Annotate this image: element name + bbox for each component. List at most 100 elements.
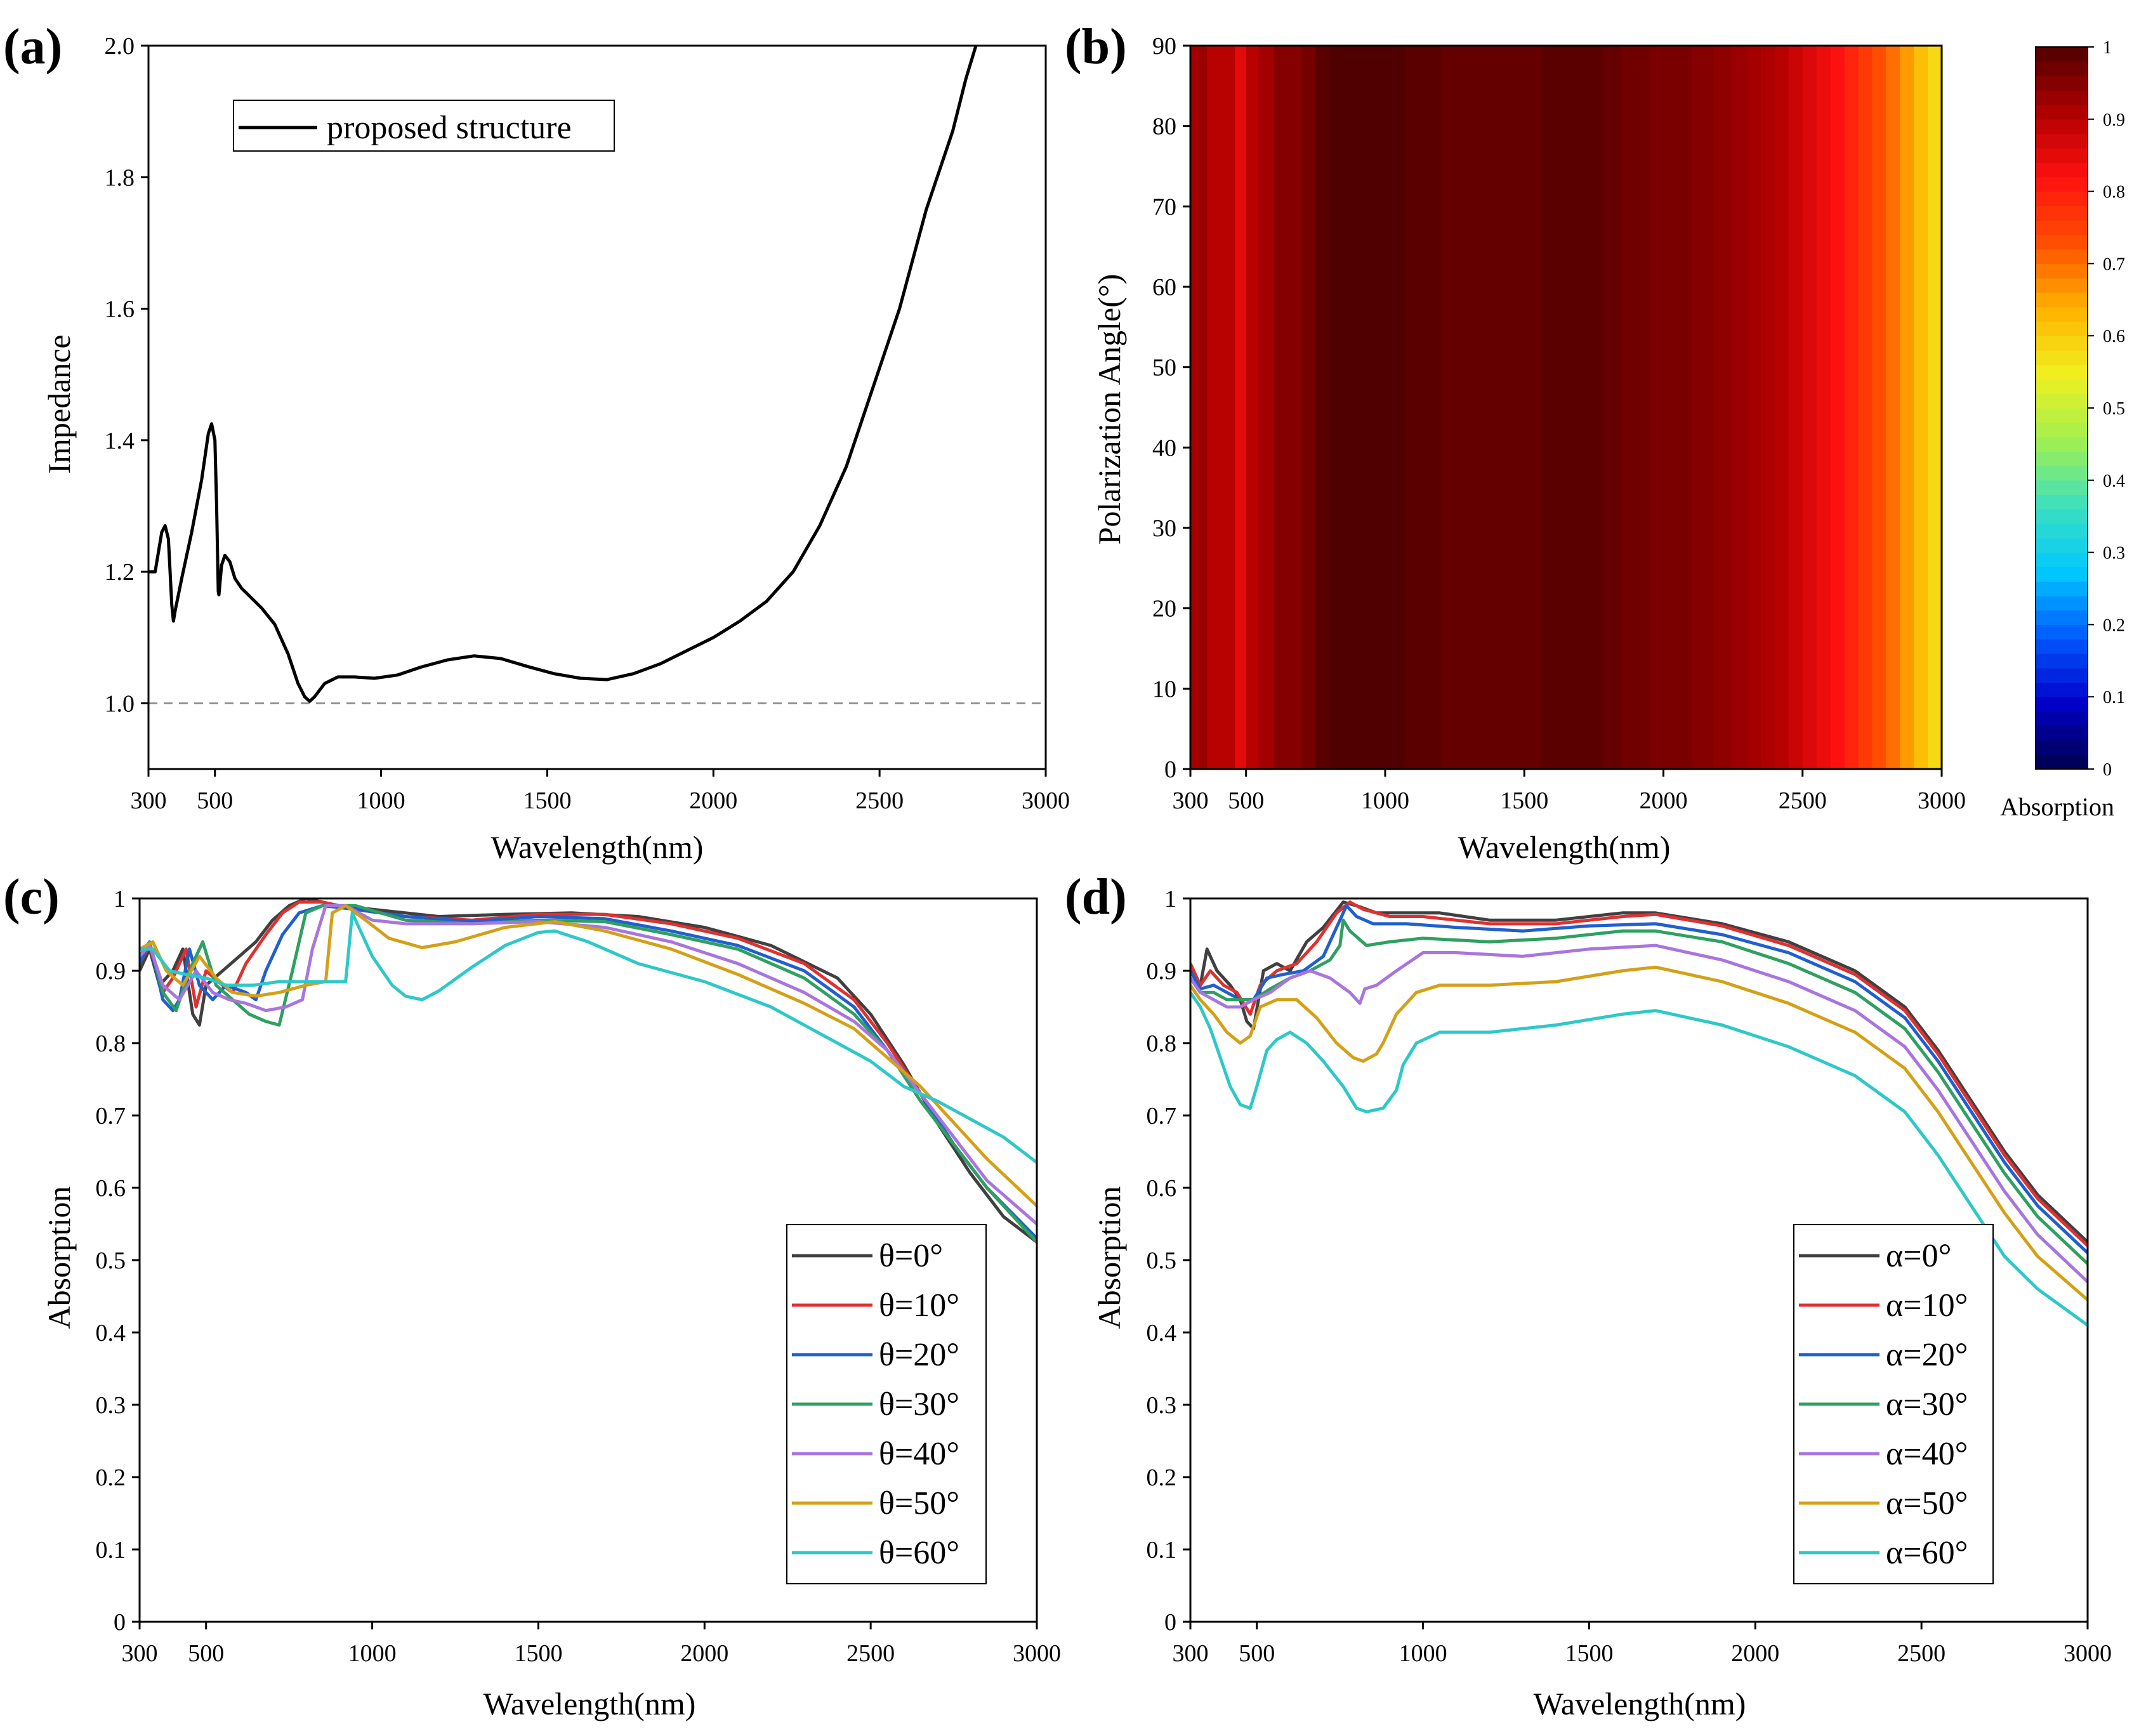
panel-b-colorbar-tick-label: 0.1 (2103, 688, 2125, 707)
panel-d-y-tick-label: 0.6 (1147, 1175, 1177, 1202)
panel-b-colorbar-title: Absorption (2000, 792, 2114, 821)
panel-d-legend-label: α=40° (1886, 1436, 1968, 1472)
panel-d-legend-label: α=50° (1886, 1485, 1968, 1522)
panel-c-legend-label: θ=50° (879, 1485, 959, 1522)
panel-b-polarization-heatmap: 300 500 1000 1500 2000 2500 300001020304050607… (1091, 33, 2125, 865)
panel-b-colorbar-segment (2036, 76, 2088, 91)
panel-b-colorbar-segment (2036, 105, 2088, 120)
panel-a-y-tick-label: 1.6 (105, 296, 135, 323)
panel-b-colorbar-tick-label: 0.9 (2103, 110, 2125, 130)
panel-c-legend-label: θ=10° (879, 1287, 959, 1324)
panel-d-x-tick-label: 3000 (2064, 1640, 2112, 1667)
panel-d-series-line-3 (1190, 918, 2088, 1265)
panel-b-colorbar-segment (2036, 292, 2088, 308)
panel-label-d: (d) (1065, 869, 1127, 925)
panel-b-colorbar-segment (2036, 206, 2088, 221)
panel-b-heatmap-cell (1235, 46, 1247, 769)
panel-b-colorbar-segment (2036, 754, 2088, 770)
panel-b-colorbar-segment (2036, 191, 2088, 206)
panel-b-colorbar-segment (2036, 90, 2088, 105)
panel-b-y-tick-label: 40 (1152, 435, 1176, 461)
panel-a-y-axis-title: Impedance (41, 334, 77, 473)
panel-d-y-tick-label: 0.8 (1147, 1030, 1177, 1057)
panel-b-x-tick-label: 1000 (1361, 787, 1409, 814)
panel-a-x-tick-label: 2000 (689, 787, 737, 814)
panel-a-series-line-0 (148, 46, 978, 703)
panel-b-colorbar-segment (2036, 321, 2088, 336)
panel-b-colorbar-segment (2036, 220, 2088, 235)
panel-d-x-tick-label: 2500 (1897, 1640, 1945, 1667)
panel-b-heatmap-cell (1227, 46, 1235, 769)
panel-d-y-tick-label: 0.1 (1147, 1537, 1177, 1563)
panel-b-heatmap-cell (1788, 46, 1803, 769)
panel-b-colorbar-segment (2036, 336, 2088, 351)
panel-c-y-axis-title: Absorption (41, 1187, 77, 1329)
panel-b-y-tick-label: 70 (1152, 194, 1176, 220)
panel-b-colorbar-segment (2036, 278, 2088, 293)
panel-b-colorbar-segment (2036, 263, 2088, 279)
panel-c-y-tick-label: 0.8 (96, 1030, 126, 1057)
panel-b-colorbar-segment (2036, 437, 2088, 452)
panel-b-colorbar-tick-label: 0.6 (2103, 327, 2125, 346)
panel-b-colorbar-segment (2036, 364, 2088, 380)
panel-b-colorbar-tick-label: 0 (2103, 760, 2112, 780)
panel-b-colorbar-segment (2036, 350, 2088, 365)
panel-b-heatmap-cell (1190, 46, 1199, 769)
panel-b-heatmap-cell (1301, 46, 1317, 769)
panel-b-colorbar-segment (2036, 119, 2088, 135)
panel-a-x-tick-label: 3000 (1022, 787, 1070, 814)
panel-c-legend-label: θ=20° (879, 1337, 959, 1373)
panel-d-legend: α=0° α=10° α=20° α=30° α=40° α=50° α=60° (1793, 1224, 1994, 1584)
panel-b-heatmap-cell (1218, 46, 1227, 769)
panel-b-colorbar: 0 0.1 0.2 0.3 0.4 0.5 0.6 0.7 0.8 0.9 1 (2035, 38, 2125, 780)
panel-b-heatmap-cell (1928, 46, 1942, 769)
panel-a-x-axis-title: Wavelength(nm) (491, 829, 704, 865)
panel-b-x-tick-label: 2000 (1639, 787, 1687, 814)
panel-b-heatmap-cell (1246, 46, 1260, 769)
panel-b-heatmap-cell (1602, 46, 1623, 769)
panel-c-series-line-4 (140, 904, 1037, 1225)
panel-a-y-tick-label: 1.2 (105, 559, 135, 586)
panel-d-x-tick-label: 1500 (1565, 1640, 1613, 1667)
panel-d-x-tick-label: 300 (1173, 1640, 1209, 1667)
panel-a-y-tick-label: 1.0 (105, 690, 135, 717)
panel-d-x-tick-label: 500 (1239, 1640, 1275, 1667)
panel-label-a: (a) (3, 19, 62, 75)
panel-b-colorbar-tick-label: 1 (2103, 38, 2112, 58)
panel-b-colorbar-segment (2036, 667, 2088, 683)
panel-b-heatmap-cell (1585, 46, 1603, 769)
panel-c-y-tick-label: 0.9 (96, 958, 126, 985)
panel-b-colorbar-segment (2036, 379, 2088, 394)
panel-b-colorbar-segment (2036, 176, 2088, 192)
panel-b-x-tick-label: 500 (1228, 787, 1264, 814)
panel-b-colorbar-tick-label: 0.2 (2103, 615, 2125, 635)
panel-d-x-axis-title: Wavelength(nm) (1534, 1686, 1746, 1721)
panel-b-colorbar-tick-label: 0.8 (2103, 183, 2125, 202)
panel-b-heatmap-cell (1816, 46, 1831, 769)
panel-a-impedance-chart: 300 500 1000 1500 2000 2500 3000 1.0 1.2 1.4 1.6 1.… (41, 33, 1070, 865)
panel-a-legend-label: proposed structure (327, 110, 572, 146)
panel-b-y-tick-label: 0 (1164, 756, 1176, 783)
panel-b-heatmap-cell (1844, 46, 1859, 769)
panel-b-colorbar-segment (2036, 725, 2088, 741)
panel-b-colorbar-segment (2036, 610, 2088, 625)
panel-b-colorbar-segment (2036, 133, 2088, 148)
panel-b-colorbar-segment (2036, 234, 2088, 250)
panel-b-colorbar-segment (2036, 61, 2088, 77)
panel-d-y-tick-label: 0 (1164, 1609, 1176, 1636)
panel-c-x-tick-label: 1000 (348, 1640, 397, 1667)
panel-b-x-tick-label: 1500 (1500, 787, 1548, 814)
panel-d-y-tick-label: 0.9 (1147, 958, 1177, 985)
panel-d-x-tick-label: 2000 (1731, 1640, 1779, 1667)
panel-c-x-tick-label: 3000 (1013, 1640, 1061, 1667)
panel-b-heatmap-cell (1199, 46, 1208, 769)
panel-b-heatmap-cell (1713, 46, 1731, 769)
panel-b-colorbar-segment (2036, 162, 2088, 178)
panel-b-colorbar-tick-label: 0.5 (2103, 399, 2125, 419)
panel-c-y-tick-label: 0.5 (96, 1247, 126, 1274)
panel-d-y-tick-label: 0.7 (1147, 1103, 1177, 1129)
panel-c-series-line-5 (140, 904, 1037, 1207)
panel-d-legend-label: α=10° (1886, 1287, 1968, 1324)
